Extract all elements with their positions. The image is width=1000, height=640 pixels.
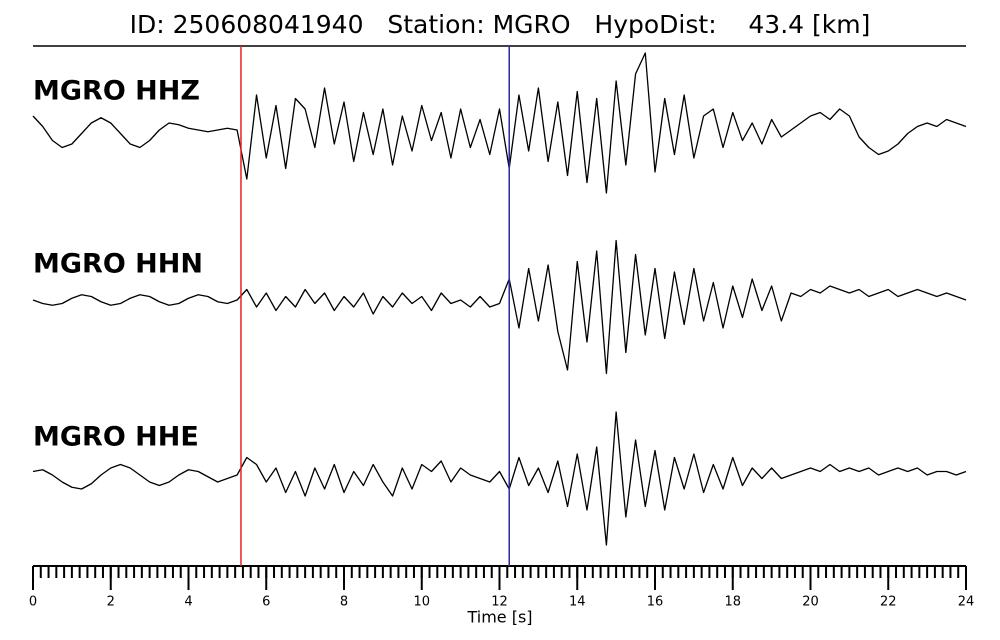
trace-label: MGRO HHE — [33, 422, 199, 453]
x-tick-label: 8 — [340, 595, 348, 610]
x-tick-label: 22 — [880, 595, 897, 610]
trace-label: MGRO HHN — [33, 249, 203, 280]
x-tick-label: 6 — [262, 595, 270, 610]
x-tick-label: 4 — [184, 595, 192, 610]
x-tick-label: 12 — [491, 595, 508, 610]
x-tick-label: 14 — [569, 595, 586, 610]
x-tick-label: 16 — [647, 595, 664, 610]
x-tick-label: 10 — [413, 595, 430, 610]
waveform — [32, 411, 967, 546]
x-tick-label: 20 — [802, 595, 819, 610]
waveform — [32, 239, 967, 375]
x-tick-label: 18 — [724, 595, 741, 610]
x-tick-label: 0 — [29, 595, 37, 610]
x-tick-label: 24 — [958, 595, 975, 610]
waveform — [32, 52, 967, 194]
x-axis-label: Time [s] — [466, 608, 532, 627]
trace-label: MGRO HHZ — [33, 76, 200, 107]
chart-title: ID: 250608041940 Station: MGRO HypoDist:… — [130, 10, 871, 39]
x-tick-label: 2 — [107, 595, 115, 610]
